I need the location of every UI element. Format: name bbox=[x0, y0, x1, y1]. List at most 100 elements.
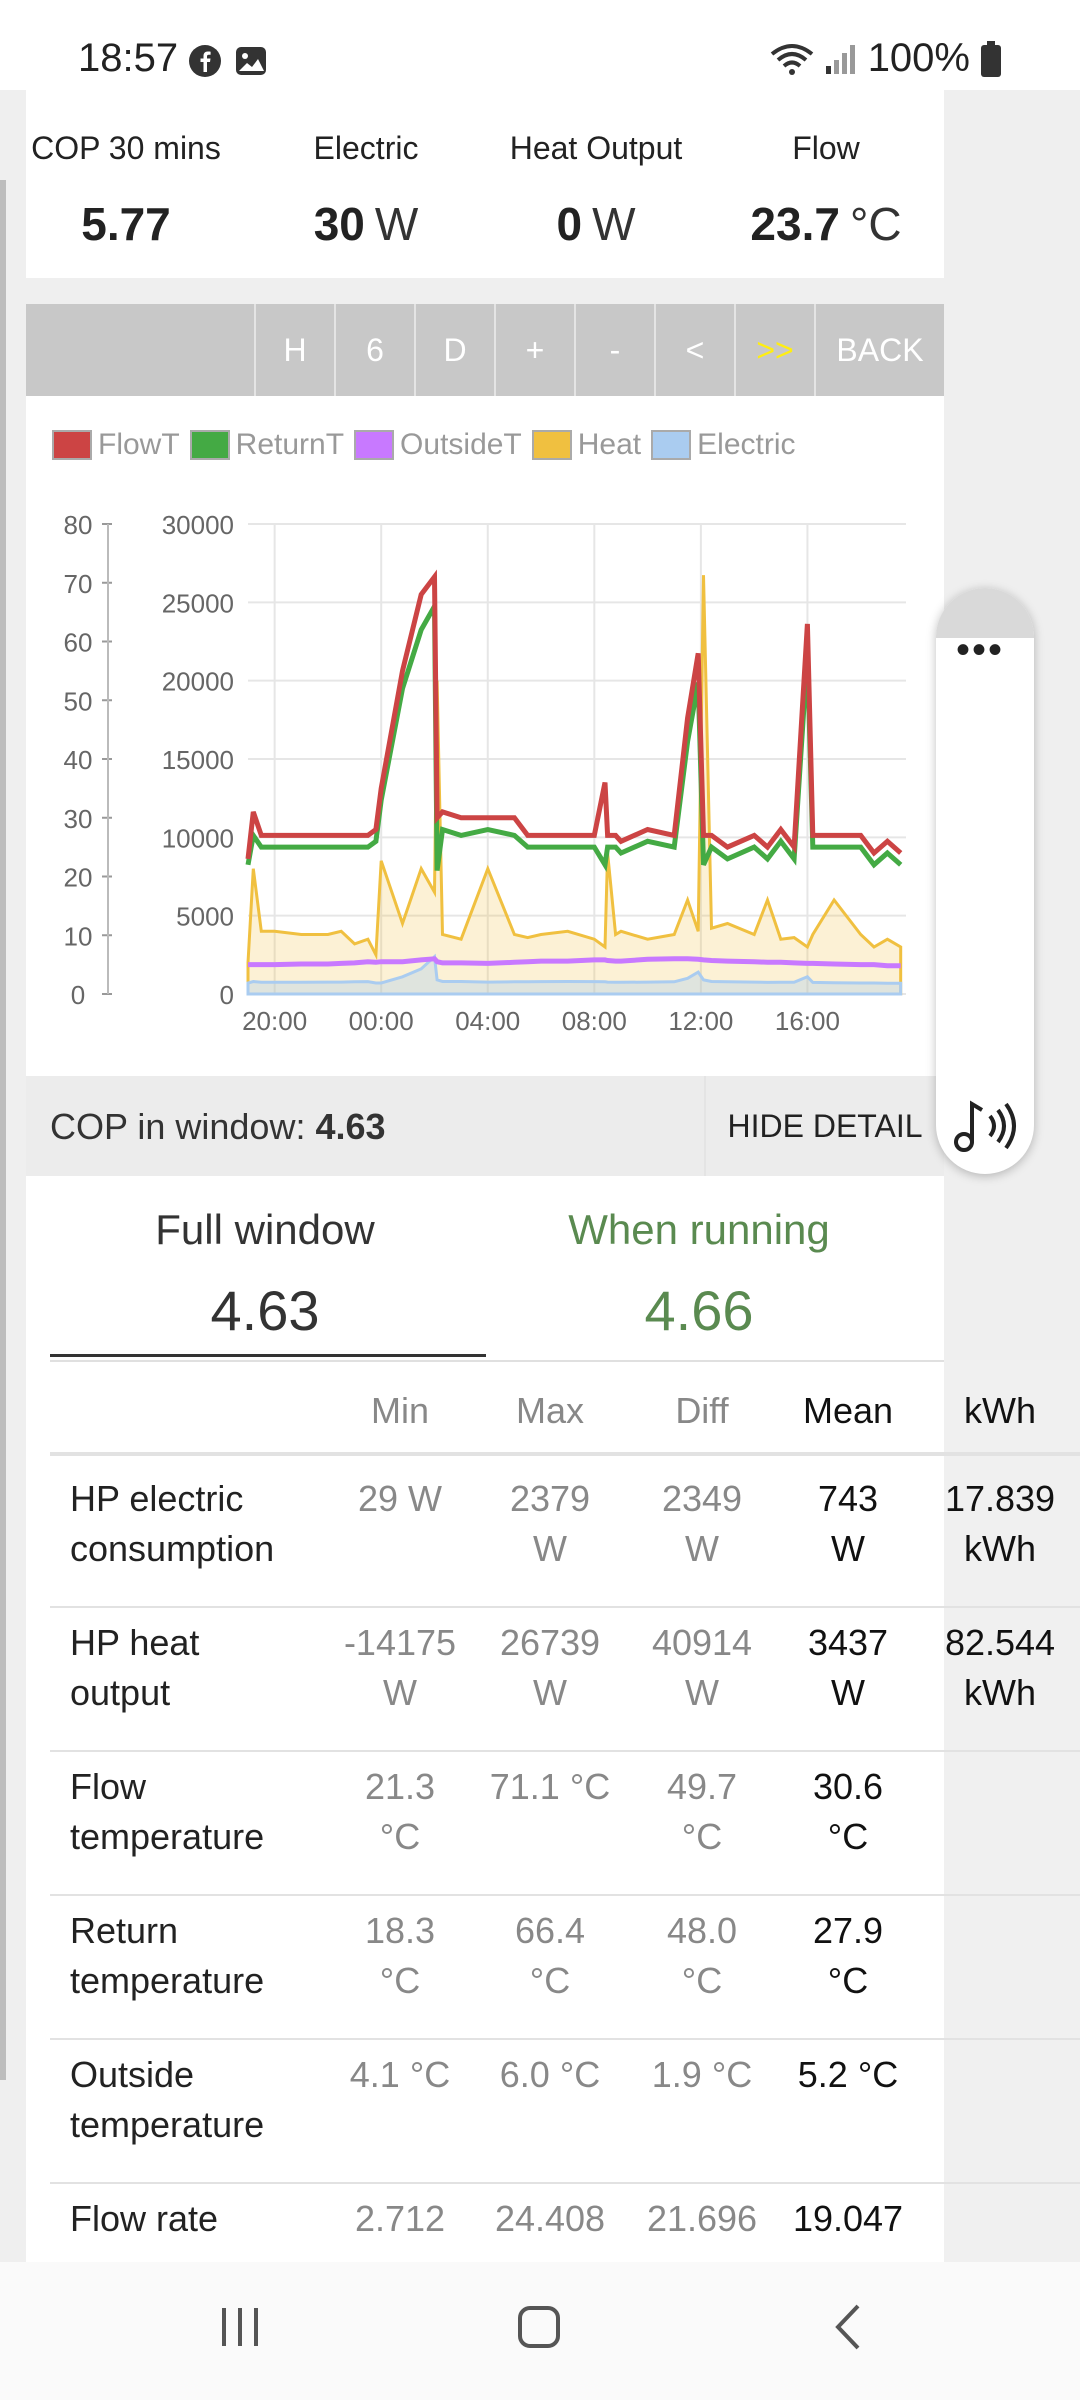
x-tick-label: 08:00 bbox=[562, 1006, 627, 1036]
cell-min: 4.1 °C bbox=[349, 2054, 451, 2095]
row-name: HP electric bbox=[70, 1478, 244, 1519]
cell-mean: W bbox=[831, 1528, 865, 1569]
legend-swatch bbox=[189, 430, 230, 460]
legend-swatch bbox=[354, 430, 395, 460]
cell-min: 2.712 bbox=[354, 2198, 446, 2239]
cell-mean: 743 bbox=[817, 1478, 879, 1519]
cell-mean: °C bbox=[827, 1960, 869, 2001]
pan-left-button[interactable]: < bbox=[654, 304, 734, 396]
left-edge-strip bbox=[0, 180, 6, 2080]
stats-area: Full window 4.63 When running 4.66 bbox=[26, 1176, 1080, 2262]
legend-item-flowt[interactable]: FlowT bbox=[52, 428, 180, 462]
series-area-heat bbox=[246, 575, 903, 996]
x-tick-label: 00:00 bbox=[349, 1006, 414, 1036]
gallery-icon bbox=[236, 47, 266, 75]
cell-max: °C bbox=[529, 1960, 571, 2001]
row-name: HP heat bbox=[70, 1622, 200, 1663]
hide-detail-button[interactable]: HIDE DETAIL bbox=[704, 1076, 944, 1176]
facebook-icon bbox=[189, 45, 221, 77]
stat-flow: Flow 23.7 °C bbox=[726, 130, 926, 251]
tab-full-window[interactable]: Full window 4.63 bbox=[50, 1206, 480, 1343]
row-name: Flow rate bbox=[70, 2198, 219, 2239]
legend-swatch bbox=[52, 430, 92, 460]
row-divider bbox=[50, 2182, 1080, 2184]
stat-unit: W bbox=[592, 198, 636, 250]
column-header-max: Max bbox=[515, 1390, 584, 1431]
stat-label: Flow bbox=[792, 130, 860, 166]
stat-cop: COP 30 mins 5.77 bbox=[26, 130, 226, 251]
wifi-icon bbox=[770, 43, 813, 75]
signal-icon bbox=[825, 44, 855, 74]
cell-mean: W bbox=[831, 1672, 865, 1713]
android-nav-bar bbox=[0, 2262, 1080, 2400]
cell-mean: 5.2 °C bbox=[797, 2054, 899, 2095]
tab-when-running[interactable]: When running 4.66 bbox=[484, 1206, 914, 1343]
y-left-tick-label: 10 bbox=[64, 921, 93, 951]
cell-mean: 27.9 bbox=[812, 1910, 884, 1951]
stat-value: 30 bbox=[313, 198, 365, 250]
cell-diff: W bbox=[685, 1672, 719, 1713]
cell-max: 71.1 °C bbox=[489, 1766, 611, 1807]
day-button[interactable]: D bbox=[414, 304, 494, 396]
stat-value: 5.77 bbox=[81, 198, 171, 250]
cell-min: W bbox=[383, 1672, 417, 1713]
header-divider bbox=[50, 1452, 1080, 1456]
zoom-in-button[interactable]: + bbox=[494, 304, 574, 396]
y-right-tick-label: 25000 bbox=[162, 588, 234, 618]
battery-icon bbox=[981, 40, 1001, 77]
cell-max: W bbox=[533, 1528, 567, 1569]
recents-icon[interactable] bbox=[216, 2302, 266, 2352]
legend-swatch bbox=[651, 430, 692, 460]
hour-button[interactable]: H bbox=[254, 304, 334, 396]
cell-diff: 21.696 bbox=[646, 2198, 758, 2239]
column-header-min: Min bbox=[370, 1390, 429, 1431]
home-icon[interactable] bbox=[514, 2302, 564, 2352]
cop-window-bar: COP in window: 4.63 HIDE DETAIL bbox=[26, 1076, 944, 1176]
music-wave-icon[interactable] bbox=[952, 1096, 1018, 1154]
series-line-outsidet bbox=[248, 956, 901, 969]
stat-label: Electric bbox=[313, 130, 419, 166]
zoom-out-button[interactable]: - bbox=[574, 304, 654, 396]
y-left-tick-label: 70 bbox=[64, 569, 93, 599]
cell-diff: °C bbox=[681, 1816, 723, 1857]
cell-kwh: kWh bbox=[964, 1672, 1036, 1713]
cell-max: 66.4 bbox=[514, 1910, 586, 1951]
more-options-icon[interactable]: ••• bbox=[956, 628, 1005, 672]
pan-right-button[interactable]: >> bbox=[734, 304, 814, 396]
cell-max: 24.408 bbox=[494, 2198, 606, 2239]
summary-card: COP 30 mins 5.77 Electric 30 W Heat Outpu… bbox=[26, 90, 944, 278]
row-name: Outside bbox=[70, 2054, 195, 2095]
heatpump-chart[interactable]: 0 5000 10000 15000 20000 25000 30000 0 10 20 30 40 5… bbox=[26, 476, 944, 1056]
legend-item-outsidet[interactable]: OutsideT bbox=[354, 428, 522, 462]
series-area-electric bbox=[246, 953, 903, 996]
y-right-tick-label: 5000 bbox=[176, 902, 234, 932]
tab-label: When running bbox=[568, 1206, 830, 1253]
row-name: temperature bbox=[70, 1816, 265, 1857]
cell-min: °C bbox=[379, 1816, 421, 1857]
row-name: Return bbox=[70, 1910, 179, 1951]
floating-media-widget[interactable]: ••• bbox=[936, 588, 1034, 1174]
active-tab-underline bbox=[50, 1354, 486, 1357]
row-divider bbox=[50, 1894, 1080, 1896]
six-hour-button[interactable]: 6 bbox=[334, 304, 414, 396]
time-toolbar: H 6 D + - < >> BACK bbox=[26, 304, 944, 396]
cell-max: W bbox=[533, 1672, 567, 1713]
legend-item-electric[interactable]: Electric bbox=[651, 428, 796, 462]
status-right: 100% bbox=[770, 36, 1002, 81]
back-nav-icon[interactable] bbox=[826, 2302, 876, 2352]
chart-panel: FlowT ReturnT OutsideT Heat Electric 0 5000 10… bbox=[26, 396, 944, 1076]
cell-kwh: 17.839 bbox=[944, 1478, 1056, 1519]
cop-window-text: COP in window: 4.63 bbox=[50, 1106, 386, 1148]
battery-percent: 100% bbox=[867, 36, 970, 80]
legend-item-heat[interactable]: Heat bbox=[531, 428, 642, 462]
cell-max: 26739 bbox=[499, 1622, 601, 1663]
y-right-tick-label: 30000 bbox=[162, 510, 234, 540]
cop-window-value: 4.63 bbox=[315, 1106, 386, 1147]
cell-min: 29 W bbox=[357, 1478, 443, 1519]
legend-label: Heat bbox=[577, 428, 642, 461]
legend-item-returnt[interactable]: ReturnT bbox=[189, 428, 344, 462]
legend-label: Electric bbox=[697, 428, 796, 461]
back-button[interactable]: BACK bbox=[814, 304, 944, 396]
stat-electric: Electric 30 W bbox=[266, 130, 466, 251]
